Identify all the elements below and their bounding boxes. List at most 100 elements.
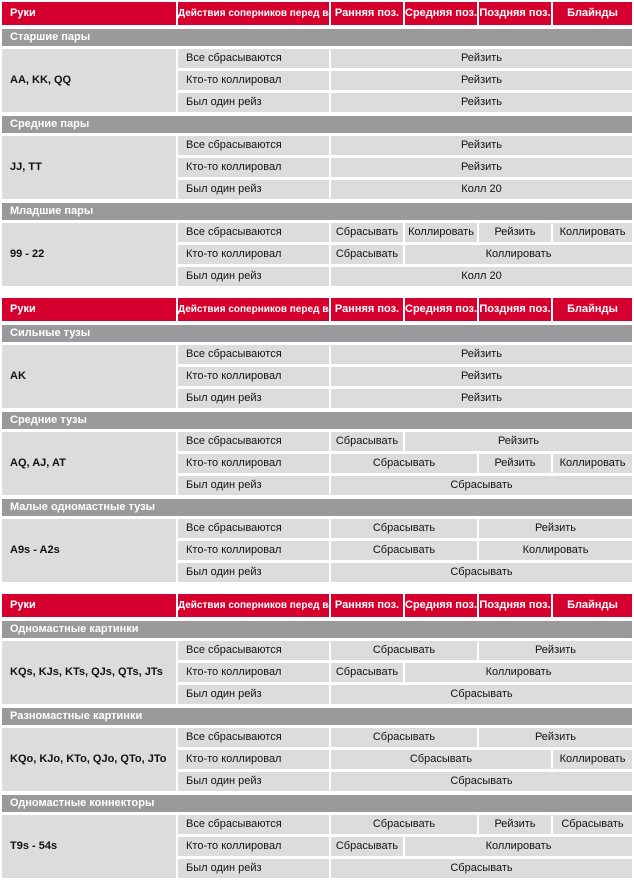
recommendation-cell: Рейзить <box>331 71 632 90</box>
section-header: Малые одномастные тузы <box>2 499 632 516</box>
opponent-action-cell: Все сбрасываются <box>178 49 329 68</box>
recommendation-cell: Рейзить <box>479 641 632 660</box>
recommendation-cell: Коллировать <box>405 663 632 682</box>
recommendation-cell: Сбрасывать <box>331 663 403 682</box>
recommendation-cell: Рейзить <box>331 389 632 408</box>
recommendation-cell: Сбрасывать <box>331 432 403 451</box>
recommendation-cell: Сбрасывать <box>331 815 477 834</box>
recommendation-cell: Рейзить <box>331 345 632 364</box>
recommendation-cell: Колл 20 <box>331 267 632 286</box>
recommendation-cell: Коллировать <box>553 750 632 769</box>
recommendation-cell: Рейзить <box>479 454 551 473</box>
section-body: KQo, KJo, KTo, QJo, QTo, JTo Все сбрасыва… <box>2 728 632 791</box>
recommendation-cell: Рейзить <box>331 158 632 177</box>
column-header: Руки <box>2 2 176 25</box>
opponent-action-cell: Был один рейз <box>178 685 329 704</box>
column-header: Средняя поз. <box>405 594 477 617</box>
column-header: Средняя поз. <box>405 298 477 321</box>
recommendation-cell: Сбрасывать <box>331 245 403 264</box>
section-header: Младшие пары <box>2 203 632 220</box>
opponent-action-cell: Кто-то коллировал <box>178 541 329 560</box>
column-header: Ранняя поз. <box>331 298 403 321</box>
column-header: Блайнды <box>553 2 632 25</box>
column-header: Руки <box>2 594 176 617</box>
opponent-action-cell: Кто-то коллировал <box>178 367 329 386</box>
section-header: Одномастные коннекторы <box>2 795 632 812</box>
hand-group-cell: AK <box>2 345 176 408</box>
opponent-action-cell: Все сбрасываются <box>178 641 329 660</box>
section-header: Сильные тузы <box>2 325 632 342</box>
opponent-action-cell: Кто-то коллировал <box>178 663 329 682</box>
recommendation-cell: Рейзить <box>331 49 632 68</box>
section-body: AA, KK, QQ Все сбрасываются Рейзить Кто-то … <box>2 49 632 112</box>
recommendation-cell: Сбрасывать <box>331 519 477 538</box>
opponent-action-cell: Все сбрасываются <box>178 728 329 747</box>
recommendation-cell: Коллировать <box>553 454 632 473</box>
recommendation-cell: Коллировать <box>405 223 477 242</box>
opponent-action-cell: Кто-то коллировал <box>178 837 329 856</box>
opponent-action-cell: Был один рейз <box>178 93 329 112</box>
recommendation-cell: Сбрасывать <box>331 563 632 582</box>
section-body: AK Все сбрасываются Рейзить Кто-то коллиров… <box>2 345 632 408</box>
section-body: 99 - 22 Все сбрасываются Сбрасывать Коллиро… <box>2 223 632 286</box>
recommendation-cell: Рейзить <box>331 93 632 112</box>
recommendation-cell: Рейзить <box>331 367 632 386</box>
recommendation-cell: Сбрасывать <box>331 772 632 791</box>
opponent-action-cell: Все сбрасываются <box>178 815 329 834</box>
recommendation-cell: Сбрасывать <box>331 728 477 747</box>
section-body: A9s - A2s Все сбрасываются Сбрасывать Рейзи… <box>2 519 632 582</box>
opponent-action-cell: Был один рейз <box>178 859 329 878</box>
opponent-action-cell: Был один рейз <box>178 772 329 791</box>
hand-group-cell: AA, KK, QQ <box>2 49 176 112</box>
recommendation-cell: Сбрасывать <box>331 685 632 704</box>
recommendation-cell: Рейзить <box>405 432 632 451</box>
section-header: Средние пары <box>2 116 632 133</box>
recommendation-cell: Коллировать <box>479 541 632 560</box>
opponent-action-cell: Кто-то коллировал <box>178 454 329 473</box>
section-body: T9s - 54s Все сбрасываются Сбрасывать Рейзи… <box>2 815 632 878</box>
column-header: Поздняя поз. <box>479 298 551 321</box>
hand-group-cell: T9s - 54s <box>2 815 176 878</box>
column-header: Блайнды <box>553 298 632 321</box>
column-header: Ранняя поз. <box>331 594 403 617</box>
recommendation-cell: Сбрасывать <box>553 815 632 834</box>
section-header: Разномастные картинки <box>2 708 632 725</box>
column-header: Блайнды <box>553 594 632 617</box>
recommendation-cell: Коллировать <box>405 837 632 856</box>
hand-group-cell: A9s - A2s <box>2 519 176 582</box>
section-body: JJ, TT Все сбрасываются Рейзить Кто-то колл… <box>2 136 632 199</box>
section-header: Средние тузы <box>2 412 632 429</box>
recommendation-cell: Колл 20 <box>331 180 632 199</box>
hand-group-cell: KQs, KJs, KTs, QJs, QTs, JTs <box>2 641 176 704</box>
column-header: Средняя поз. <box>405 2 477 25</box>
column-header: Поздняя поз. <box>479 594 551 617</box>
column-header: Ранняя поз. <box>331 2 403 25</box>
column-header: Действия соперников перед вами <box>178 298 329 321</box>
opponent-action-cell: Все сбрасываются <box>178 519 329 538</box>
recommendation-cell: Рейзить <box>479 728 632 747</box>
opponent-action-cell: Кто-то коллировал <box>178 750 329 769</box>
opponent-action-cell: Все сбрасываются <box>178 223 329 242</box>
recommendation-cell: Сбрасывать <box>331 476 632 495</box>
recommendation-cell: Сбрасывать <box>331 541 477 560</box>
hand-group-cell: 99 - 22 <box>2 223 176 286</box>
recommendation-cell: Рейзить <box>479 815 551 834</box>
opponent-action-cell: Был один рейз <box>178 389 329 408</box>
opponent-action-cell: Кто-то коллировал <box>178 71 329 90</box>
column-header: Поздняя поз. <box>479 2 551 25</box>
opponent-action-cell: Был один рейз <box>178 563 329 582</box>
recommendation-cell: Коллировать <box>405 245 632 264</box>
opponent-action-cell: Был один рейз <box>178 180 329 199</box>
recommendation-cell: Сбрасывать <box>331 750 551 769</box>
recommendation-cell: Сбрасывать <box>331 223 403 242</box>
section-header: Старшие пары <box>2 29 632 46</box>
recommendation-cell: Сбрасывать <box>331 859 632 878</box>
recommendation-cell: Рейзить <box>479 223 551 242</box>
hand-group-cell: AQ, AJ, AT <box>2 432 176 495</box>
